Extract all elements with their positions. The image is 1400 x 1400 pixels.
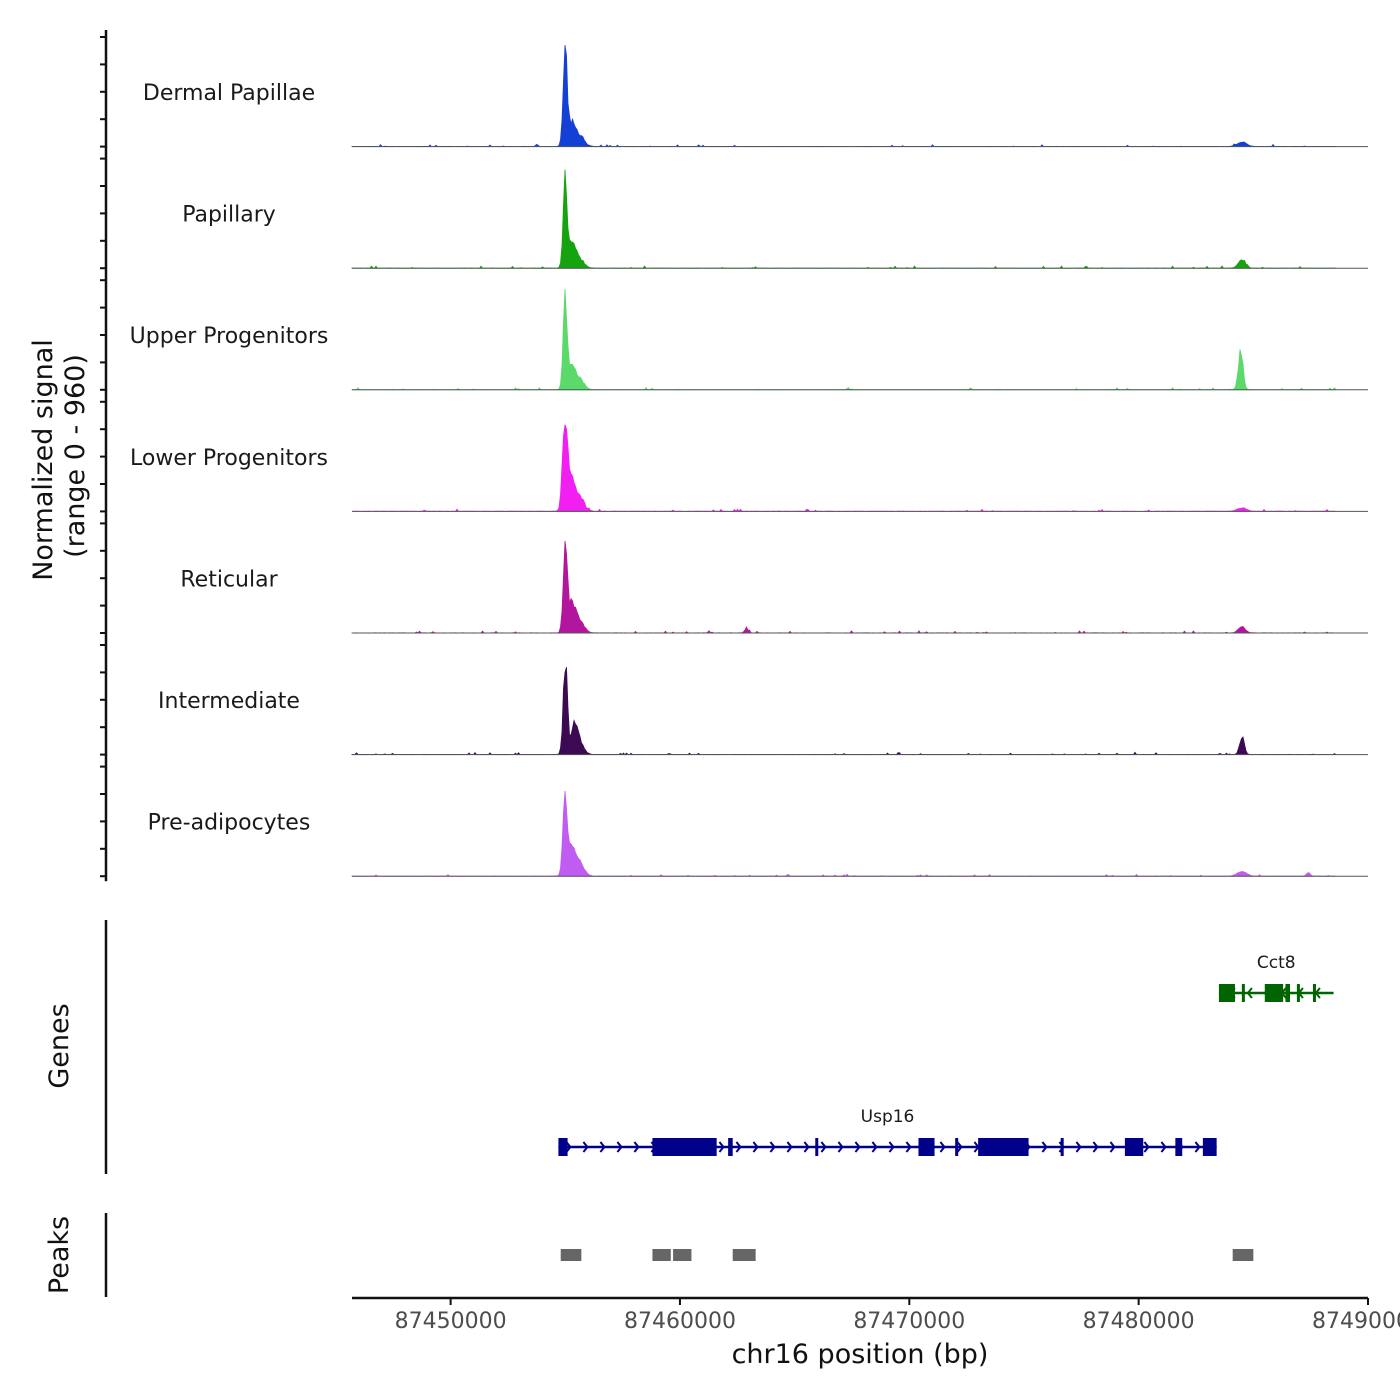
strand-arrow <box>769 1141 776 1153</box>
peaks-axis-title: Peaks <box>44 1216 75 1294</box>
track-label: Dermal Papillae <box>143 81 315 106</box>
strand-arrow <box>752 1141 759 1153</box>
strand-arrow <box>905 1141 912 1153</box>
strand-arrow <box>854 1141 861 1153</box>
exon <box>728 1138 733 1156</box>
strand-arrow <box>956 1141 963 1153</box>
x-tick-label: 87470000 <box>853 1309 965 1334</box>
strand-arrow <box>633 1141 640 1153</box>
exon <box>1264 984 1284 1002</box>
signal-area-reticular <box>351 540 1336 634</box>
strand-arrow <box>616 1141 623 1153</box>
peak-track <box>104 1213 1254 1297</box>
y-axis-title-line2: (range 0 - 960) <box>60 354 91 558</box>
strand-arrow <box>1075 1141 1082 1153</box>
strand-arrow <box>786 1141 793 1153</box>
gene-label-usp16: Usp16 <box>861 1107 915 1127</box>
exon <box>1296 984 1300 1002</box>
peak-region <box>732 1249 756 1261</box>
exon <box>815 1138 819 1156</box>
track-label: Reticular <box>180 567 278 592</box>
signal-area-dermal-papillae <box>351 44 1336 148</box>
strand-arrow <box>1092 1141 1099 1153</box>
strand-arrow <box>1160 1141 1167 1153</box>
track-label: Upper Progenitors <box>130 324 329 349</box>
gene-label-cct8: Cct8 <box>1257 953 1296 973</box>
strand-arrow <box>1109 1141 1116 1153</box>
track-label: Lower Progenitors <box>130 446 328 471</box>
peak-region <box>673 1249 692 1261</box>
exon <box>918 1138 935 1156</box>
genes-axis-title: Genes <box>44 1003 75 1088</box>
exon <box>1202 1138 1217 1156</box>
x-axis-title: chr16 position (bp) <box>732 1339 989 1370</box>
exon <box>1312 984 1316 1002</box>
exon <box>558 1138 568 1156</box>
exon <box>1124 1138 1144 1156</box>
strand-arrow <box>837 1141 844 1153</box>
exon <box>1175 1138 1183 1156</box>
exon <box>1218 984 1235 1002</box>
peak-region <box>1232 1249 1254 1261</box>
x-tick-label: 87480000 <box>1083 1309 1195 1334</box>
track-label: Pre-adipocytes <box>148 811 311 836</box>
x-axis: 87450000 87460000 87470000 87480000 87490000 <box>352 1296 1400 1334</box>
strand-arrow <box>803 1141 810 1153</box>
strand-arrow <box>582 1141 589 1153</box>
exon <box>1241 984 1245 1002</box>
exon <box>978 1138 1029 1156</box>
strand-arrow <box>565 1141 572 1153</box>
peak-region <box>560 1249 582 1261</box>
strand-arrow <box>939 1141 946 1153</box>
track-label: Intermediate <box>158 689 300 714</box>
strand-arrow <box>1041 1141 1048 1153</box>
strand-arrow <box>1143 1141 1150 1153</box>
exon <box>652 1138 717 1156</box>
signal-area-pre-adipocytes <box>351 790 1336 877</box>
strand-arrow <box>820 1141 827 1153</box>
track-label: Papillary <box>182 203 276 228</box>
signal-area-upper-progenitors <box>351 288 1337 391</box>
strand-arrow <box>871 1141 878 1153</box>
x-tick-label: 87460000 <box>624 1309 736 1334</box>
coverage-tracks: Dermal Papillae Papillary Upper Progenitor… <box>100 30 1368 882</box>
signal-area-intermediate <box>351 666 1338 756</box>
exon <box>1285 984 1291 1002</box>
x-tick-label: 87450000 <box>395 1309 507 1334</box>
exon <box>955 1138 959 1156</box>
strand-arrow <box>599 1141 606 1153</box>
strand-arrow <box>888 1141 895 1153</box>
strand-arrow <box>735 1141 742 1153</box>
peak-region <box>652 1249 671 1261</box>
exon <box>1060 1138 1064 1156</box>
strand-arrow <box>718 1141 725 1153</box>
signal-area-lower-progenitors <box>351 424 1336 512</box>
strand-arrow <box>1246 987 1253 999</box>
strand-arrow <box>1194 1141 1201 1153</box>
gene-track: Cct8 Usp16 <box>104 920 1334 1174</box>
y-axis-title-line1: Normalized signal <box>28 339 59 581</box>
x-tick-label: 87490000 <box>1312 1309 1400 1334</box>
signal-area-papillary <box>351 169 1336 269</box>
